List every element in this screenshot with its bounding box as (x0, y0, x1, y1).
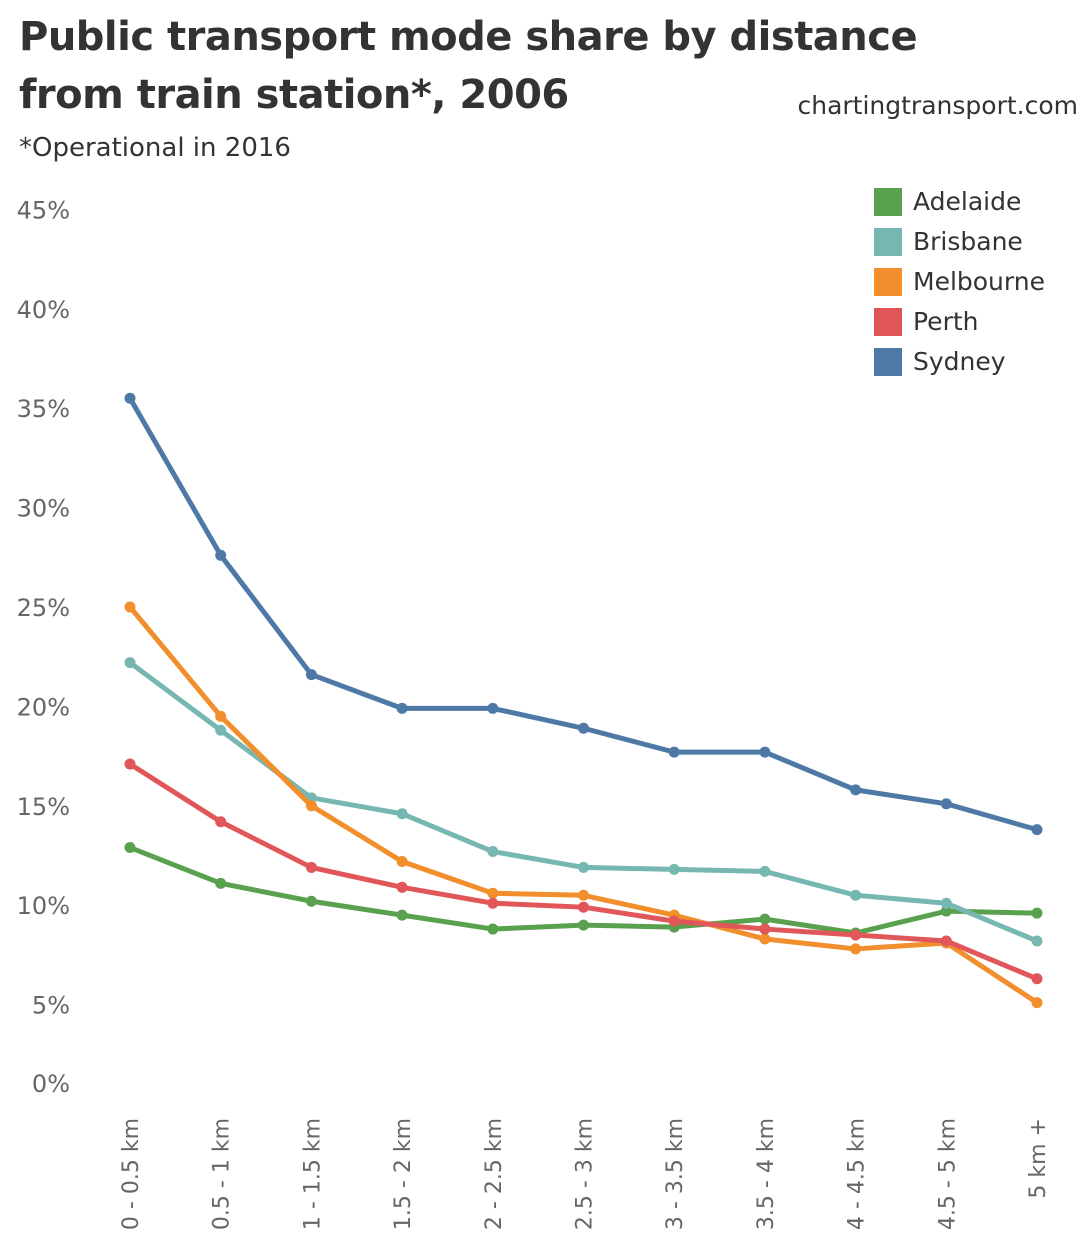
legend-label: Sydney (913, 347, 1006, 376)
series-sydney (124, 392, 1043, 836)
y-tick-label: 30% (17, 495, 70, 523)
data-point[interactable] (940, 905, 952, 917)
x-tick-label: 4.5 - 5 km (935, 1118, 960, 1230)
legend-swatch (874, 228, 902, 256)
chart-title: Public transport mode share by distance … (19, 14, 918, 118)
data-point[interactable] (124, 758, 136, 770)
x-tick-label: 2.5 - 3 km (573, 1118, 598, 1230)
x-tick-label: 3 - 3.5 km (663, 1118, 688, 1230)
data-point[interactable] (124, 392, 136, 404)
x-tick-label: 3.5 - 4 km (754, 1118, 779, 1230)
data-point[interactable] (305, 861, 317, 873)
data-point[interactable] (215, 877, 227, 889)
data-point[interactable] (940, 935, 952, 947)
legend-item-sydney[interactable]: Sydney (874, 342, 1045, 382)
source-site-label: chartingtransport.com (797, 91, 1078, 120)
data-point[interactable] (578, 861, 589, 873)
series-adelaide (124, 842, 1043, 939)
legend-item-brisbane[interactable]: Brisbane (874, 222, 1045, 262)
series-perth (124, 758, 1043, 985)
data-point[interactable] (487, 702, 499, 714)
data-point[interactable] (759, 923, 771, 935)
data-point[interactable] (396, 881, 408, 893)
data-point[interactable] (578, 901, 589, 913)
data-point[interactable] (759, 865, 771, 877)
y-tick-label: 25% (17, 594, 70, 622)
data-point[interactable] (850, 943, 862, 955)
data-point[interactable] (759, 913, 771, 925)
legend-swatch (874, 188, 902, 216)
data-point[interactable] (940, 798, 952, 810)
legend: Adelaide Brisbane Melbourne Perth Sydney (874, 182, 1045, 382)
data-point[interactable] (305, 895, 317, 907)
data-point[interactable] (215, 816, 227, 828)
data-point[interactable] (1031, 935, 1043, 947)
data-point[interactable] (668, 863, 680, 875)
data-point[interactable] (396, 702, 408, 714)
legend-label: Brisbane (913, 227, 1023, 256)
y-tick-label: 5% (32, 992, 70, 1020)
data-point[interactable] (487, 887, 499, 899)
data-point[interactable] (850, 784, 862, 796)
x-axis: 0 - 0.5 km 0.5 - 1 km 1 - 1.5 km 1.5 - 2 km… (119, 1118, 1051, 1230)
series-melbourne (124, 601, 1043, 1009)
y-tick-label: 35% (17, 395, 70, 423)
series-lines (124, 392, 1043, 1009)
data-point[interactable] (1031, 907, 1043, 919)
data-point[interactable] (215, 549, 227, 561)
data-point[interactable] (124, 842, 136, 854)
legend-label: Perth (913, 307, 979, 336)
data-point[interactable] (124, 657, 136, 669)
y-tick-label: 40% (17, 296, 70, 324)
y-tick-label: 0% (32, 1070, 70, 1098)
data-point[interactable] (850, 889, 862, 901)
data-point[interactable] (124, 601, 136, 613)
data-point[interactable] (487, 897, 499, 909)
data-point[interactable] (759, 746, 771, 758)
data-point[interactable] (850, 929, 862, 941)
y-axis: 0% 5% 10% 15% 20% 25% 30% 35% 40% 45% (17, 196, 70, 1098)
legend-swatch (874, 308, 902, 336)
legend-label: Melbourne (913, 267, 1045, 296)
x-tick-label: 2 - 2.5 km (482, 1118, 507, 1230)
legend-item-perth[interactable]: Perth (874, 302, 1045, 342)
data-point[interactable] (940, 897, 952, 909)
data-point[interactable] (668, 915, 680, 927)
data-point[interactable] (759, 933, 771, 945)
y-tick-label: 45% (17, 196, 70, 224)
x-tick-label: 1 - 1.5 km (300, 1118, 325, 1230)
data-point[interactable] (578, 889, 589, 901)
legend-swatch (874, 268, 902, 296)
data-point[interactable] (396, 855, 408, 867)
x-tick-label: 4 - 4.5 km (845, 1118, 870, 1230)
x-tick-label: 5 km + (1026, 1118, 1051, 1199)
legend-swatch (874, 348, 902, 376)
legend-item-melbourne[interactable]: Melbourne (874, 262, 1045, 302)
data-point[interactable] (305, 800, 317, 812)
data-point[interactable] (215, 724, 227, 736)
x-tick-label: 0 - 0.5 km (119, 1118, 144, 1230)
y-tick-label: 20% (17, 693, 70, 721)
data-point[interactable] (215, 710, 227, 722)
data-point[interactable] (396, 909, 408, 921)
y-tick-label: 15% (17, 793, 70, 821)
data-point[interactable] (487, 923, 499, 935)
data-point[interactable] (305, 669, 317, 681)
chart-subtitle: *Operational in 2016 (19, 133, 291, 163)
series-line (127, 604, 1040, 1006)
data-point[interactable] (578, 919, 589, 931)
data-point[interactable] (396, 808, 408, 820)
x-tick-label: 0.5 - 1 km (210, 1118, 235, 1230)
legend-item-adelaide[interactable]: Adelaide (874, 182, 1045, 222)
y-tick-label: 10% (17, 892, 70, 920)
data-point[interactable] (1031, 824, 1043, 836)
x-tick-label: 1.5 - 2 km (391, 1118, 416, 1230)
data-point[interactable] (487, 846, 499, 858)
data-point[interactable] (1031, 997, 1043, 1009)
legend-label: Adelaide (913, 187, 1022, 216)
data-point[interactable] (578, 722, 589, 734)
data-point[interactable] (1031, 973, 1043, 985)
data-point[interactable] (668, 746, 680, 758)
